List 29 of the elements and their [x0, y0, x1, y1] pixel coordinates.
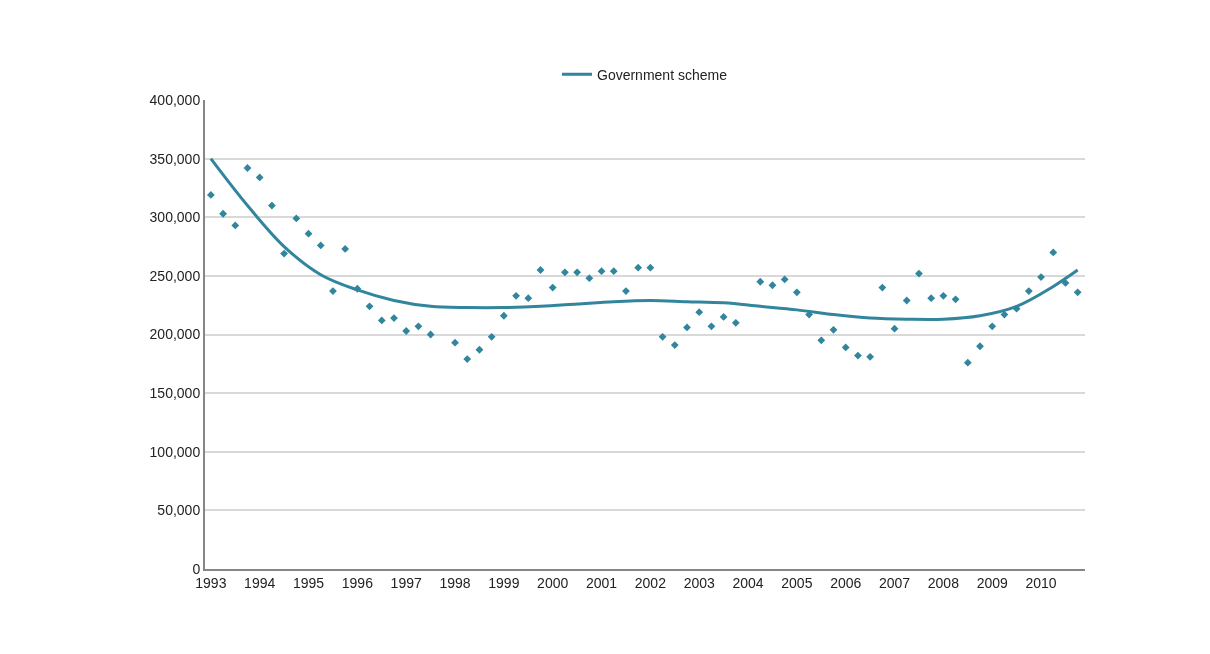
x-tick-label: 2006: [830, 574, 862, 591]
y-tick-label: 150,000: [149, 385, 201, 402]
x-tick-label: 2003: [683, 574, 715, 591]
x-tick-label: 2000: [537, 574, 569, 591]
x-tick-label: 2010: [1025, 574, 1057, 591]
x-tick-label: 2008: [927, 574, 960, 591]
y-tick-label: 300,000: [149, 209, 201, 226]
x-tick-label: 2002: [634, 574, 667, 591]
y-tick-label: 50,000: [157, 502, 201, 519]
x-tick-label: 1997: [390, 574, 422, 591]
y-tick-label: 100,000: [149, 443, 201, 460]
y-tick-label: 400,000: [149, 91, 201, 108]
x-tick-label: 2004: [732, 574, 764, 591]
y-tick-label: 200,000: [149, 326, 201, 343]
x-tick-label: 2009: [976, 574, 1008, 591]
line-series: [209, 157, 1080, 322]
x-tick-label: 1996: [341, 574, 374, 591]
x-tick-label: 2001: [585, 574, 618, 591]
x-tick-label: 1998: [439, 574, 471, 591]
y-tick-label: 250,000: [149, 267, 201, 284]
x-tick-label: 2005: [781, 574, 813, 591]
y-tick-label: 0: [192, 560, 201, 577]
x-tick-label: 1995: [292, 574, 325, 591]
y-tick-label: 350,000: [149, 150, 201, 167]
x-tick-label: 1994: [244, 574, 276, 591]
x-tick-label: 1993: [195, 574, 227, 591]
x-tick-label: 1999: [488, 574, 520, 591]
legend-label: Government scheme: [597, 66, 728, 83]
x-tick-label: 2007: [878, 574, 911, 591]
